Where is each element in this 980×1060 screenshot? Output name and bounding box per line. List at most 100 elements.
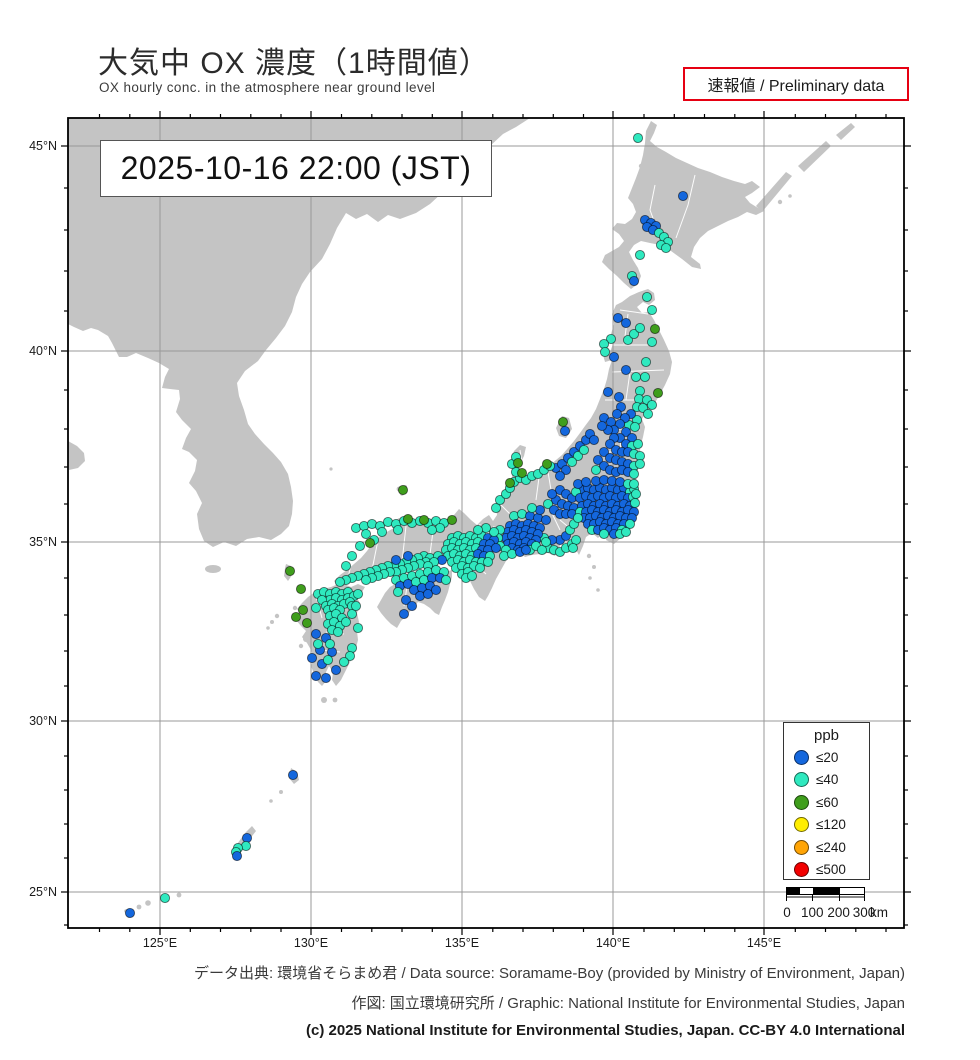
station-dot [540, 536, 552, 548]
graphic-credit-line: 作図: 国立環境研究所 / Graphic: National Institut… [351, 995, 905, 1012]
legend-title: ppb [813, 727, 840, 744]
amakusa-islet-1 [303, 636, 309, 642]
station-dot [402, 550, 414, 562]
legend: ppb ≤20 ≤40 ≤60 ≤120 ≤240 [783, 722, 870, 880]
tanegashima-island [332, 697, 338, 703]
station-dot [397, 484, 409, 496]
station-dot [392, 586, 404, 598]
lon-tick-label: 125°E [142, 936, 178, 950]
station-dot [677, 190, 689, 202]
station-dot [596, 420, 608, 432]
station-dot [634, 249, 646, 261]
station-dot [426, 524, 438, 536]
station-dot [406, 600, 418, 612]
station-dot [602, 386, 614, 398]
station-dot [604, 438, 616, 450]
station-dot [400, 594, 412, 606]
station-dot [554, 470, 566, 482]
copyright-line: (c) 2025 National Institute for Environm… [305, 1022, 905, 1039]
station-dot [360, 574, 372, 586]
legend-row-20: ≤20 [784, 746, 869, 769]
scale-label-100: 100 [801, 905, 824, 920]
scale-tick-100 [812, 895, 814, 901]
data-source-line: データ出典: 環境省そらまめ君 / Data source: Soramame-… [193, 965, 905, 982]
station-dot [512, 457, 524, 469]
station-dot [306, 652, 318, 664]
station-dot [516, 467, 528, 479]
station-dot [599, 346, 611, 358]
lon-tick-label: 145°E [746, 936, 782, 950]
station-dot [297, 604, 309, 616]
goto-islet-2 [270, 620, 274, 624]
station-dot [628, 328, 640, 340]
miyako-island [176, 892, 182, 898]
scale-label-300: 300 [852, 905, 876, 920]
station-dot [646, 399, 658, 411]
station-dot [422, 588, 434, 600]
legend-label-500: ≤500 [816, 862, 846, 878]
station-dot [466, 570, 478, 582]
station-dot [639, 371, 651, 383]
station-dot [324, 638, 336, 650]
kunashiri-island [756, 172, 792, 212]
yakushima-island [321, 697, 327, 703]
station-dot [622, 334, 634, 346]
legend-row-120: ≤120 [784, 814, 869, 837]
page-title: 大気中 OX 濃度（1時間値） [98, 47, 490, 80]
station-dot [572, 512, 584, 524]
station-dot [620, 317, 632, 329]
station-dot [649, 323, 661, 335]
station-dot [392, 524, 404, 536]
iturup-island [798, 141, 831, 172]
station-dot [611, 408, 623, 420]
station-dot [494, 494, 506, 506]
rebun-island [644, 168, 648, 172]
scale-seg-100-200 [813, 888, 840, 894]
station-dot [322, 654, 334, 666]
station-dot [540, 514, 552, 526]
station-dot [330, 664, 342, 676]
station-dot [641, 291, 653, 303]
station-dot [482, 556, 494, 568]
station-dot [613, 391, 625, 403]
station-dot [542, 498, 554, 510]
hirado-island [292, 605, 298, 611]
lon-tick-label: 140°E [595, 936, 631, 950]
station-dot [290, 611, 302, 623]
legend-swatch-yellow [794, 817, 809, 833]
station-dot [376, 526, 388, 538]
station-dot [624, 518, 636, 530]
station-dot [310, 628, 322, 640]
izu-islet-3 [588, 576, 592, 580]
station-dot [598, 446, 610, 458]
legend-label-20: ≤20 [816, 749, 839, 765]
station-dot [398, 608, 410, 620]
station-dot [472, 524, 484, 536]
legend-row-40: ≤40 [784, 769, 869, 792]
station-dot [340, 560, 352, 572]
rishiri-island [638, 163, 644, 169]
station-dot [504, 477, 516, 489]
station-dot [284, 565, 296, 577]
station-dot [612, 312, 624, 324]
station-dot [632, 132, 644, 144]
station-dot [646, 336, 658, 348]
station-dot [598, 528, 610, 540]
lat-tick-label: 40°N [29, 344, 57, 358]
preliminary-data-label: 速報値 / Preliminary data [707, 78, 885, 95]
lat-tick-label: 25°N [29, 885, 57, 899]
timestamp-label: 2025-10-16 22:00 (JST) [120, 150, 472, 186]
izu-islet-1 [586, 553, 592, 559]
station-dot [605, 333, 617, 345]
ulleung-islet [329, 467, 333, 471]
station-dot [620, 426, 632, 438]
shikotan-island [777, 199, 783, 205]
page-subtitle: OX hourly conc. in the atmosphere near g… [99, 80, 436, 95]
station-dot [590, 464, 602, 476]
station-dot [536, 544, 548, 556]
asian-continent [68, 118, 530, 547]
okinoerabu-island [269, 799, 273, 803]
scale-seg-0-50 [787, 888, 801, 894]
lat-tick-label: 30°N [29, 714, 57, 728]
